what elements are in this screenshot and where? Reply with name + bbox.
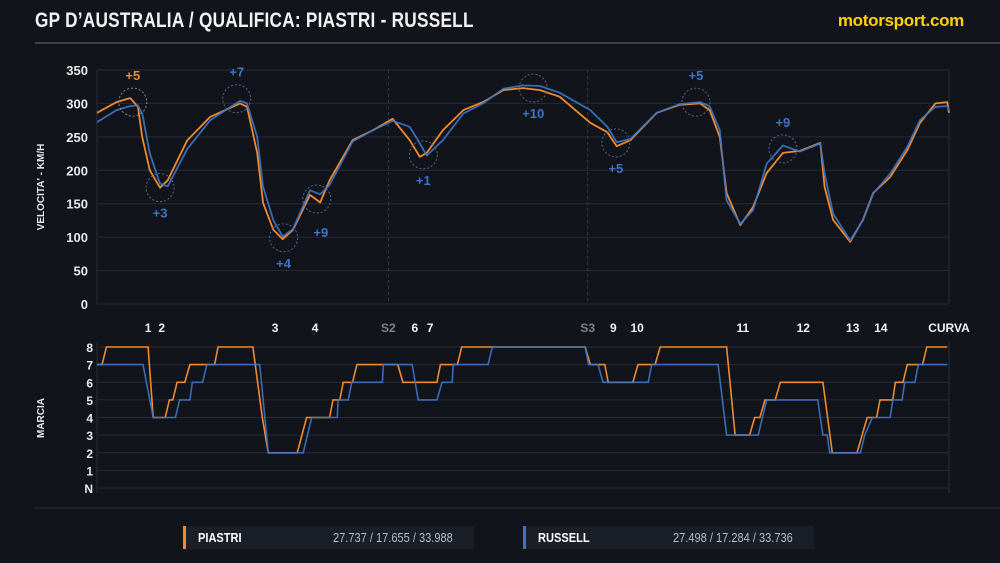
title-divider xyxy=(35,42,1000,44)
annotation-circle xyxy=(518,73,548,103)
legend-russell: RUSSELL 27.498 / 17.284 / 33.736 xyxy=(523,526,814,549)
annotation-label: +5 xyxy=(125,68,140,83)
gear-line-russell xyxy=(97,346,948,454)
annotation-label: +7 xyxy=(229,65,244,80)
annotation-circle xyxy=(118,87,148,117)
legend-piastri: PIASTRI 27.737 / 17.655 / 33.988 xyxy=(183,526,474,549)
annotation-circle xyxy=(601,128,631,158)
legend-piastri-times: 27.737 / 17.655 / 33.988 xyxy=(333,530,453,545)
annotation-circle xyxy=(222,84,252,114)
corner-label: 2 xyxy=(158,321,165,335)
gear-axis-title: MARCIA xyxy=(36,398,47,438)
motorsport-logo: motorsport.com xyxy=(837,11,964,30)
gear-tick-label: 4 xyxy=(86,412,93,426)
gear-tick-label: 2 xyxy=(86,447,93,461)
gear-tick-label: 6 xyxy=(86,376,93,390)
annotation-circle xyxy=(681,87,711,117)
annotation-label: +10 xyxy=(522,106,544,121)
legend-piastri-swatch xyxy=(183,526,187,549)
speed-axis-title: VELOCITA' - KM/H xyxy=(36,144,47,231)
annotation-circle xyxy=(768,134,798,164)
corner-label: 4 xyxy=(312,321,319,335)
corner-label: 12 xyxy=(797,321,811,335)
corner-label: 7 xyxy=(427,321,434,335)
corner-label: 9 xyxy=(610,321,617,335)
gear-tick-label: N xyxy=(84,482,93,496)
corner-label: 13 xyxy=(846,321,860,335)
corner-label: 14 xyxy=(874,321,888,335)
speed-tick-label: 150 xyxy=(66,197,88,212)
annotation-circle xyxy=(145,173,175,203)
speed-tick-label: 50 xyxy=(74,264,88,279)
annotation-label: +5 xyxy=(608,161,623,176)
corner-label: CURVA xyxy=(928,321,970,335)
annotation-label: +5 xyxy=(689,68,704,83)
annotation-label: +3 xyxy=(153,206,168,221)
annotation-label: +1 xyxy=(416,173,431,188)
speed-tick-label: 0 xyxy=(81,297,88,312)
legend-russell-name: RUSSELL xyxy=(538,530,590,545)
speed-line-russell xyxy=(96,84,950,242)
gear-tick-label: 8 xyxy=(86,341,93,355)
legend-piastri-name: PIASTRI xyxy=(198,530,242,545)
annotation-circle xyxy=(302,184,332,214)
corner-label: 11 xyxy=(736,321,749,335)
legend-russell-times: 27.498 / 17.284 / 33.736 xyxy=(673,530,793,545)
corner-label: S3 xyxy=(580,321,595,335)
speed-line-piastri xyxy=(96,87,950,243)
corner-label: 10 xyxy=(630,321,644,335)
annotation-circle xyxy=(408,140,438,170)
speed-tick-label: 250 xyxy=(66,130,88,145)
gear-tick-label: 3 xyxy=(86,429,93,443)
speed-tick-label: 300 xyxy=(66,96,88,111)
annotation-label: +9 xyxy=(775,115,790,130)
corner-label: 1 xyxy=(145,321,152,335)
corner-label: 6 xyxy=(411,321,418,335)
page-title: GP D’AUSTRALIA / QUALIFICA: PIASTRI - RU… xyxy=(35,9,474,32)
speed-tick-label: 200 xyxy=(66,163,88,178)
gear-tick-label: 7 xyxy=(86,359,93,373)
corner-label: S2 xyxy=(381,321,396,335)
speed-tick-label: 100 xyxy=(66,230,88,245)
gear-tick-label: 5 xyxy=(86,394,93,408)
corner-label: 3 xyxy=(272,321,279,335)
speed-tick-label: 350 xyxy=(66,63,88,78)
gear-tick-label: 1 xyxy=(86,464,93,478)
annotation-label: +9 xyxy=(313,225,328,240)
annotation-label: +4 xyxy=(276,256,292,271)
annotation-circle xyxy=(269,223,299,253)
legend-russell-swatch xyxy=(523,526,527,549)
